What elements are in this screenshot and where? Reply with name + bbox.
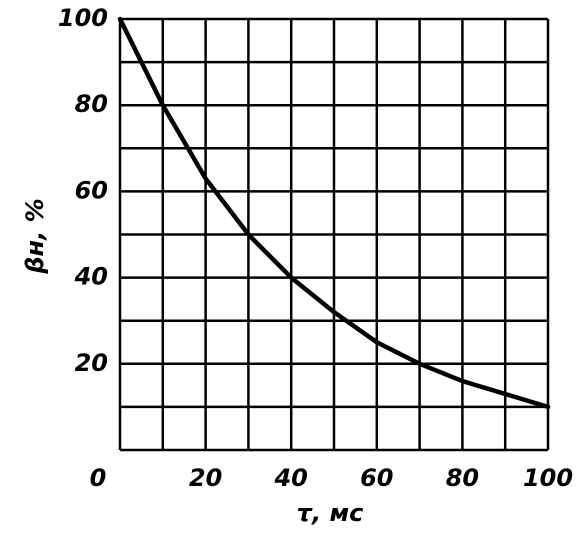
line-series xyxy=(117,16,551,410)
x-tick-label: 60 xyxy=(360,464,393,492)
y-tick-label: 40 xyxy=(74,263,108,291)
x-axis-label: τ, мс xyxy=(297,499,364,527)
x-tick-label: 80 xyxy=(446,464,479,492)
y-tick-label: 100 xyxy=(58,4,108,32)
y-axis-label: βн, % xyxy=(21,198,49,274)
x-tick-label: 20 xyxy=(189,464,222,492)
x-tick-label: 0 xyxy=(90,464,107,492)
y-tick-label: 80 xyxy=(75,90,108,118)
x-tick-label: 100 xyxy=(523,464,573,492)
y-tick-label: 20 xyxy=(75,349,108,377)
y-tick-label: 60 xyxy=(75,176,108,204)
x-tick-label: 40 xyxy=(273,464,307,492)
